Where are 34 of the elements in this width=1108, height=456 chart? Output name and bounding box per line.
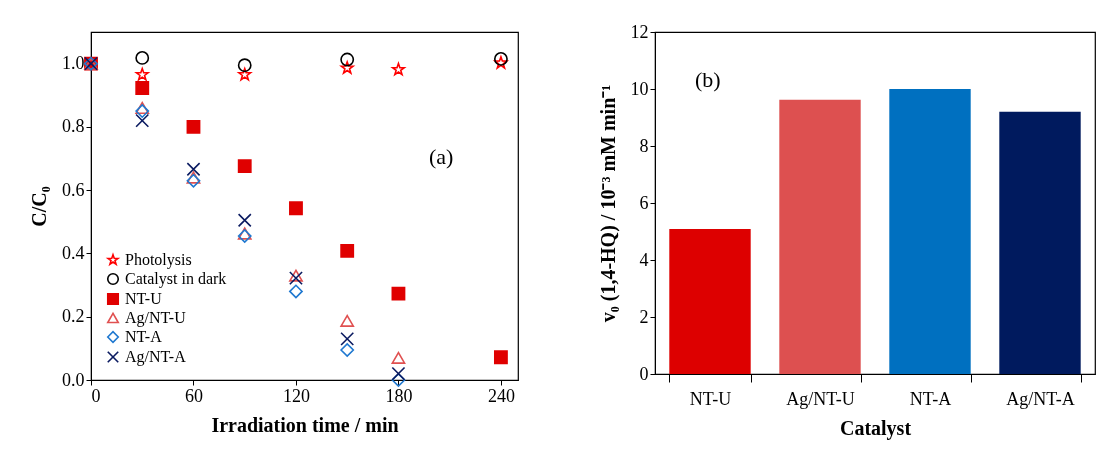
y-tick-label: 12 [630, 21, 649, 42]
annotation: (a) [428, 144, 454, 170]
legend-label: Catalyst in dark [125, 270, 227, 288]
y-tick-label: 8 [639, 135, 649, 156]
y-tick-label: 4 [639, 249, 649, 270]
x-tick-label: NT-A [909, 388, 952, 409]
y-axis-title: v₀ (1,4-HQ) / 10⁻³ mM min⁻¹ [596, 84, 620, 323]
x-tick-label: 240 [487, 385, 515, 406]
y-axis-title: C/C₀ [28, 186, 50, 227]
x-tick-label: NT-U [689, 388, 732, 409]
legend-label: Ag/NT-A [125, 348, 187, 366]
legend-label: Ag/NT-U [125, 309, 187, 327]
legend-label: NT-U [125, 290, 163, 307]
x-tick-label: Ag/NT-U [786, 388, 855, 409]
x-tick-label: 180 [385, 385, 413, 406]
y-tick-label: 1.0 [62, 53, 85, 74]
y-tick-label: 0.6 [62, 179, 85, 200]
legend-label: Photolysis [125, 251, 192, 269]
x-tick-label: Ag/NT-A [1006, 388, 1075, 409]
x-tick-label: 60 [184, 385, 203, 406]
y-tick-label: 0.2 [62, 306, 85, 327]
x-axis-title: Catalyst [839, 416, 912, 440]
y-tick-label: 0 [639, 363, 649, 384]
legend-label: NT-A [125, 328, 163, 345]
y-tick-label: 0.8 [62, 116, 85, 137]
y-tick-label: 0.4 [62, 242, 85, 263]
y-tick-label: 0.0 [62, 369, 85, 390]
x-axis-title: Irradiation time / min [211, 413, 399, 436]
y-tick-label: 2 [639, 306, 649, 327]
y-tick-label: 6 [639, 192, 649, 213]
x-tick-label: 0 [91, 385, 101, 406]
x-tick-label: 120 [282, 385, 310, 406]
y-tick-label: 10 [630, 78, 649, 99]
annotation: (b) [694, 66, 721, 92]
